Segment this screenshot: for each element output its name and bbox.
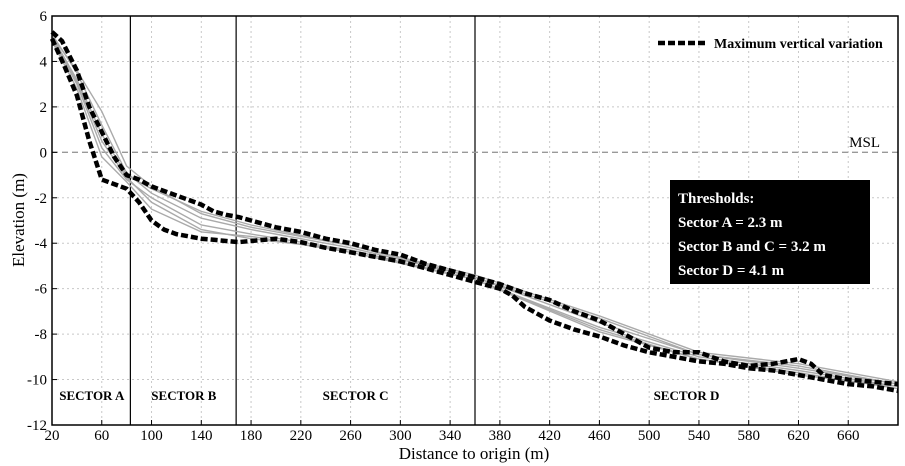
y-tick-label: 0 bbox=[40, 145, 48, 161]
x-tick-label: 500 bbox=[638, 428, 661, 444]
x-tick-label: 540 bbox=[688, 428, 711, 444]
x-tick-label: 180 bbox=[240, 428, 263, 444]
envelopes bbox=[49, 30, 899, 394]
x-tick-label: 580 bbox=[737, 428, 760, 444]
grid bbox=[52, 16, 898, 425]
x-tick-label: 340 bbox=[439, 428, 462, 444]
y-tick-label: -10 bbox=[27, 373, 47, 389]
threshold-sector-d: Sector D = 4.1 m bbox=[678, 263, 785, 279]
thresholds-title: Thresholds: bbox=[678, 191, 754, 207]
x-tick-label: 20 bbox=[45, 428, 60, 444]
envelope-lower-line bbox=[49, 37, 899, 394]
y-tick-label: 6 bbox=[40, 9, 48, 25]
x-tick-label: 140 bbox=[190, 428, 213, 444]
x-tick-label: 620 bbox=[787, 428, 810, 444]
legend: Maximum vertical variation bbox=[658, 37, 883, 52]
x-axis-label: Distance to origin (m) bbox=[399, 444, 550, 463]
sector-label: SECTOR C bbox=[323, 388, 389, 403]
envelope-upper-line bbox=[50, 30, 899, 387]
y-tick-label: -12 bbox=[27, 418, 47, 434]
y-tick-label: -6 bbox=[35, 282, 48, 298]
profile-line bbox=[51, 38, 899, 388]
sector-label: SECTOR B bbox=[151, 388, 216, 403]
thresholds-box: Thresholds: Sector A = 2.3 m Sector B an… bbox=[670, 180, 870, 284]
plot-frame bbox=[51, 15, 899, 426]
legend-label: Maximum vertical variation bbox=[714, 37, 883, 52]
y-tick-label: -4 bbox=[35, 236, 48, 252]
y-tick-label: -8 bbox=[35, 327, 48, 343]
x-tick-label: 460 bbox=[588, 428, 611, 444]
thresholds-background bbox=[670, 180, 870, 284]
x-tick-label: 300 bbox=[389, 428, 412, 444]
x-tick-label: 660 bbox=[837, 428, 860, 444]
x-tick-label: 220 bbox=[290, 428, 313, 444]
threshold-sector-a: Sector A = 2.3 m bbox=[678, 215, 783, 231]
x-tick-label: 100 bbox=[140, 428, 163, 444]
y-tick-label: 4 bbox=[40, 54, 48, 70]
sector-label: SECTOR A bbox=[59, 388, 125, 403]
y-axis-label: Elevation (m) bbox=[9, 173, 28, 267]
x-tick-label: 420 bbox=[538, 428, 561, 444]
msl-label: MSL bbox=[849, 135, 880, 151]
x-tick-label: 260 bbox=[339, 428, 362, 444]
threshold-sector-b-c: Sector B and C = 3.2 m bbox=[678, 239, 826, 255]
ticks: 20 60 100 140 180 220 260 300 340 380 420 460 500 540… bbox=[27, 9, 859, 444]
y-tick-label: 2 bbox=[40, 100, 48, 116]
x-tick-label: 380 bbox=[489, 428, 512, 444]
profile-line bbox=[51, 38, 899, 388]
sector-lines bbox=[129, 16, 476, 425]
sector-label: SECTOR D bbox=[654, 388, 720, 403]
y-tick-label: -2 bbox=[35, 191, 48, 207]
sector-labels: SECTOR A SECTOR B SECTOR C SECTOR D bbox=[59, 388, 719, 403]
x-tick-label: 60 bbox=[94, 428, 109, 444]
